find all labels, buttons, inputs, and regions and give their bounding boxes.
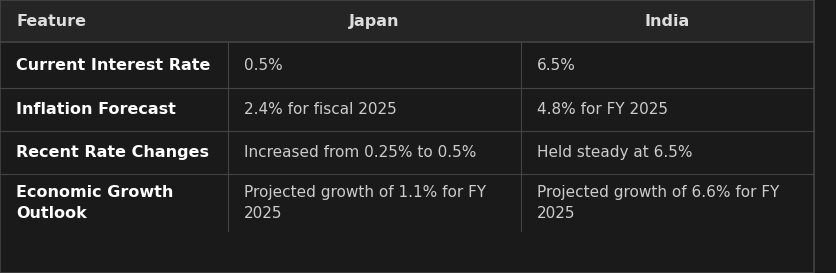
Text: 6.5%: 6.5% (538, 58, 576, 73)
Text: Recent Rate Changes: Recent Rate Changes (16, 146, 209, 160)
Text: Feature: Feature (16, 14, 86, 29)
Text: Held steady at 6.5%: Held steady at 6.5% (538, 146, 693, 160)
Text: Increased from 0.25% to 0.5%: Increased from 0.25% to 0.5% (244, 146, 477, 160)
Text: Projected growth of 6.6% for FY
2025: Projected growth of 6.6% for FY 2025 (538, 185, 779, 221)
Text: Inflation Forecast: Inflation Forecast (16, 102, 176, 117)
Bar (0, 0, 814, 42)
Text: 2.4% for fiscal 2025: 2.4% for fiscal 2025 (244, 102, 397, 117)
Text: 0.5%: 0.5% (244, 58, 283, 73)
Text: Economic Growth
Outlook: Economic Growth Outlook (16, 185, 174, 221)
Text: Japan: Japan (349, 14, 400, 29)
Text: Current Interest Rate: Current Interest Rate (16, 58, 211, 73)
Text: Projected growth of 1.1% for FY
2025: Projected growth of 1.1% for FY 2025 (244, 185, 487, 221)
Text: India: India (645, 14, 690, 29)
Text: 4.8% for FY 2025: 4.8% for FY 2025 (538, 102, 668, 117)
